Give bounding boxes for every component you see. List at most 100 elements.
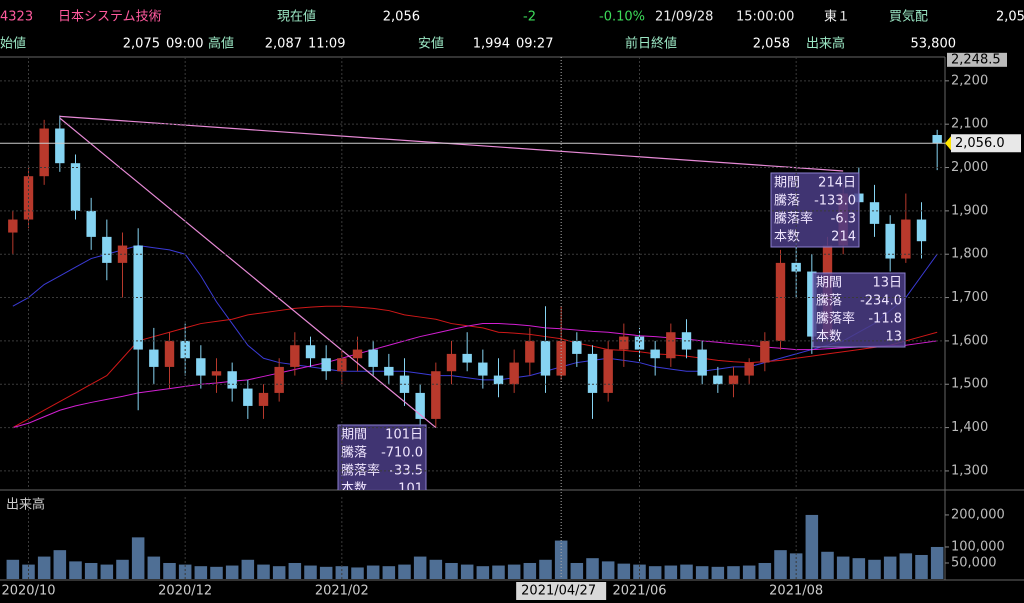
annotation-key: 本数	[774, 230, 800, 245]
volume-bar	[366, 565, 380, 579]
annotation-key: 騰落	[341, 445, 367, 461]
candle-body	[775, 262, 786, 341]
volume-bar	[523, 562, 537, 579]
candle-body	[384, 366, 394, 376]
header-item: 21/09/28	[655, 10, 713, 25]
y-tick-label: 1,700	[951, 290, 988, 305]
volume-bar	[774, 550, 787, 579]
annotation-value: 214	[831, 230, 856, 245]
volume-bar	[178, 564, 192, 579]
x-tick-label: 2020/12	[158, 584, 212, 599]
y-tick-label: 200,000	[951, 507, 1005, 522]
y-tick-label: 1,600	[951, 333, 988, 348]
candle-body	[290, 345, 300, 367]
crosshair-x-box	[516, 582, 607, 600]
volume-bar	[116, 559, 129, 579]
candle-body	[556, 340, 566, 376]
candle-body	[368, 349, 378, 367]
candle-body	[227, 371, 237, 389]
y-tick-label: 1,900	[951, 203, 988, 218]
candle-body	[619, 336, 629, 350]
annotation-value: 13日	[872, 276, 902, 291]
annotation-key: 騰落率	[774, 211, 813, 227]
volume-bar	[6, 559, 20, 579]
header-item: 1,994	[473, 37, 510, 52]
candle-body	[305, 345, 316, 359]
candle-body	[243, 388, 253, 406]
annotation-key: 期間	[816, 276, 842, 291]
volume-bar	[163, 562, 176, 579]
candle-body	[791, 262, 801, 272]
y-tick-label: 2,100	[951, 117, 988, 132]
candle-body	[885, 223, 895, 259]
volume-bar	[335, 566, 349, 579]
candle-body	[133, 245, 143, 350]
candle-body	[509, 362, 519, 385]
y-tick-label: 1,800	[951, 247, 988, 262]
volume-bar	[53, 550, 67, 579]
volume-bar	[319, 566, 333, 579]
volume-bar	[147, 556, 161, 579]
candle-body	[258, 392, 269, 406]
candle-body	[493, 375, 504, 385]
x-tick-label: 2021/06	[612, 584, 666, 599]
volume-bar	[695, 566, 709, 579]
volume-bar	[492, 565, 505, 579]
candle-body	[274, 366, 284, 393]
volume-bar	[633, 564, 646, 579]
annotation-value: -33.5	[389, 464, 423, 479]
candle-body	[337, 358, 347, 372]
volume-bar	[570, 562, 584, 579]
volume-bar	[742, 565, 756, 579]
header-item: 09:27	[516, 37, 553, 52]
volume-bar	[664, 565, 678, 579]
candle-body	[102, 236, 112, 263]
volume-bar	[460, 564, 474, 579]
candle-body	[932, 135, 942, 144]
header-item: 2,075	[123, 37, 160, 52]
header-item: 11:09	[308, 37, 345, 52]
header-item: 現在値	[277, 9, 316, 25]
volume-bar	[586, 558, 599, 579]
candle-body	[540, 340, 551, 376]
volume-bar	[351, 567, 364, 579]
header-item: 2,056	[383, 10, 420, 25]
volume-bar	[131, 537, 145, 579]
volume-bar	[601, 561, 615, 579]
annotation-key: 騰落	[774, 193, 800, 209]
y-tick-label: 100,000	[951, 539, 1005, 554]
volume-bar	[617, 563, 631, 579]
volume-bar	[758, 562, 772, 579]
x-tick-label: 2021/04/27	[521, 584, 596, 599]
header-item: 買気配	[889, 9, 928, 25]
candle-body	[462, 353, 472, 363]
volume-bar	[805, 514, 819, 579]
candle-body	[650, 349, 660, 359]
header-item: 高値	[208, 36, 234, 52]
volume-bar	[821, 551, 834, 579]
annotation-value: -133.0	[814, 194, 856, 209]
candle-body	[728, 375, 739, 385]
volume-label: 出来高	[6, 497, 45, 513]
volume-bar	[257, 564, 270, 579]
header-item: -2	[523, 10, 536, 25]
candle-body	[321, 358, 331, 372]
candle-body	[55, 128, 65, 164]
annotation-value: 101	[398, 482, 423, 497]
candle-body	[713, 375, 723, 385]
candle-body	[681, 332, 692, 350]
header-item: 15:00:00	[736, 10, 794, 25]
volume-bar	[554, 540, 568, 579]
candle-body	[70, 163, 81, 211]
header-item: 2,058	[753, 37, 790, 52]
candle-body	[86, 210, 96, 237]
candle-body	[807, 271, 817, 337]
header-item: 前日終値	[625, 36, 677, 52]
annotation-key: 本数	[816, 330, 842, 345]
max-marker-box	[947, 52, 1007, 67]
volume-bar	[84, 562, 98, 579]
y-tick-label: 1,500	[951, 377, 988, 392]
header-item: -0.10%	[599, 10, 645, 25]
